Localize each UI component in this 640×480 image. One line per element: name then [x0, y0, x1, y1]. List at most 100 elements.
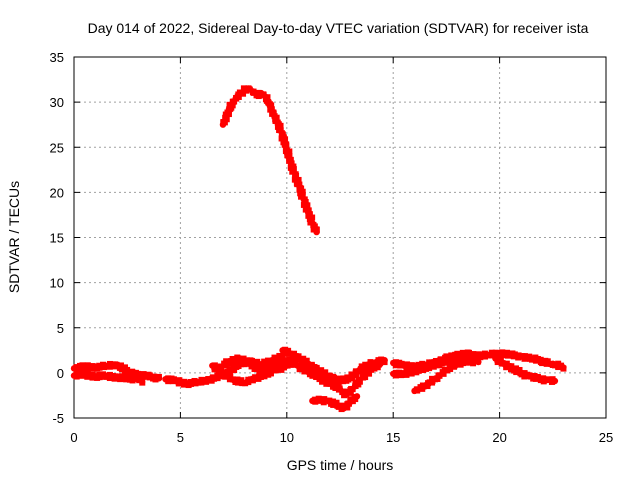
data-point [242, 380, 249, 387]
data-point [136, 377, 143, 384]
data-point [358, 363, 365, 370]
data-point [304, 202, 311, 209]
data-point [230, 98, 237, 105]
data-point [367, 359, 374, 366]
y-axis-label: SDTVAR / TECUs [6, 181, 22, 293]
data-point [544, 358, 551, 365]
data-point [392, 362, 399, 369]
data-point [268, 106, 275, 113]
data-point [138, 378, 146, 386]
data-point [103, 373, 110, 380]
data-point [223, 358, 230, 365]
data-point [494, 359, 501, 366]
data-point [113, 373, 120, 380]
y-tick-label: 20 [50, 185, 64, 200]
y-tick-label: 30 [50, 95, 64, 110]
data-point [264, 365, 271, 372]
data-point [310, 222, 317, 229]
data-point [436, 372, 443, 379]
data-point [299, 192, 306, 199]
data-point [555, 362, 562, 369]
data-point [423, 365, 430, 372]
data-point [303, 357, 310, 364]
data-point [286, 360, 293, 367]
data-point [295, 176, 302, 183]
data-point [434, 375, 441, 382]
y-tick-label: 15 [50, 231, 64, 246]
data-point [258, 365, 265, 372]
x-tick-label: 10 [280, 430, 294, 445]
chart-title: Day 014 of 2022, Sidereal Day-to-day VTE… [88, 20, 589, 36]
y-tick-label: 5 [57, 321, 64, 336]
x-tick-label: 15 [386, 430, 400, 445]
data-point [323, 397, 330, 404]
data-point [309, 214, 316, 221]
data-point [438, 360, 445, 367]
data-point [216, 366, 223, 373]
data-point [146, 372, 153, 379]
series-arc-h [309, 393, 361, 413]
data-point [560, 364, 567, 371]
data-point [371, 361, 378, 368]
data-point [234, 93, 241, 100]
data-point [451, 363, 458, 370]
data-point [267, 370, 274, 377]
data-point [106, 363, 113, 370]
y-tick-label: 35 [50, 50, 64, 65]
data-point [136, 371, 143, 378]
data-point [261, 358, 268, 365]
data-point [234, 379, 241, 386]
data-point [429, 375, 436, 382]
data-point [152, 376, 159, 383]
data-point [415, 367, 422, 374]
data-point [248, 363, 255, 370]
data-point [528, 356, 535, 363]
data-point [381, 357, 388, 364]
data-point [351, 395, 358, 402]
data-point [296, 186, 303, 193]
data-point [73, 365, 80, 372]
data-point [349, 375, 356, 382]
data-point [341, 403, 348, 410]
data-point [455, 351, 462, 358]
data-point [73, 373, 80, 380]
data-point [251, 365, 258, 372]
data-point [211, 366, 218, 373]
data-point [511, 351, 518, 358]
data-point [240, 359, 247, 366]
axis-ticks: 0 5 10 15 20 25 -5 0 5 10 15 20 25 30 35 [50, 50, 614, 445]
data-point [534, 374, 541, 381]
grid-lines [74, 57, 606, 418]
series-arc-peak [219, 85, 320, 236]
data-point [460, 360, 467, 367]
data-point [344, 404, 351, 411]
series-arc-b [70, 370, 146, 386]
data-point [96, 374, 103, 381]
data-point [326, 380, 333, 387]
data-point [252, 374, 259, 381]
x-tick-label: 25 [599, 430, 613, 445]
data-point [336, 385, 343, 392]
data-point [301, 366, 308, 373]
data-point [240, 90, 247, 97]
data-point [551, 377, 559, 385]
data-point [246, 86, 253, 93]
data-point [106, 375, 113, 382]
data-point [426, 365, 433, 372]
data-point [250, 88, 257, 95]
data-point [103, 363, 110, 370]
data-point [277, 122, 284, 129]
data-point [356, 378, 363, 385]
data-point [286, 148, 293, 155]
data-point [124, 366, 131, 373]
data-point [414, 387, 421, 394]
data-point [290, 167, 297, 174]
data-point [475, 358, 482, 366]
data-point [188, 380, 195, 387]
series-arc-g [283, 356, 384, 399]
data-point [481, 352, 488, 359]
data-point [312, 370, 319, 377]
data-point [454, 359, 461, 366]
data-point [429, 379, 436, 386]
data-point [349, 386, 356, 393]
